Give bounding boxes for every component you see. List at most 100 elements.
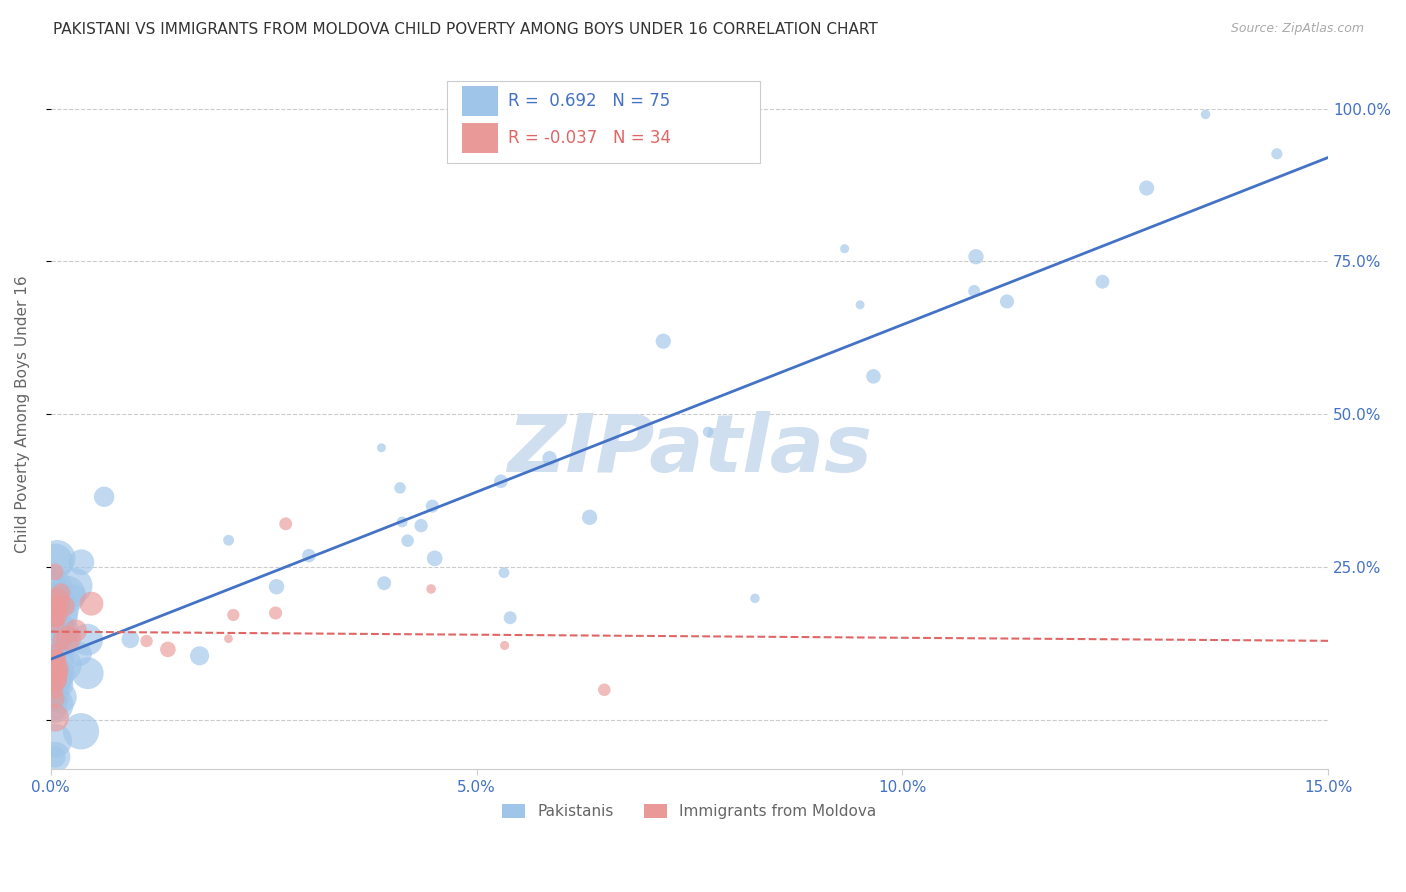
Point (44, 672, 66, 686)
Point (80, 597, 103, 611)
Point (44, 555, 66, 569)
Point (697, 425, 720, 439)
FancyBboxPatch shape (447, 81, 759, 162)
Point (53, 657, 76, 672)
Point (44, 581, 66, 595)
Point (44, 644, 66, 658)
Bar (463, 123, 498, 153)
Point (46, 551, 69, 566)
Point (492, 566, 515, 580)
Point (44, 580, 66, 594)
Point (1091, 275, 1114, 289)
Point (48, 677, 70, 691)
Point (44, 667, 66, 681)
Point (44, 691, 66, 706)
Point (44, 565, 66, 579)
Point (44, 750, 66, 764)
Point (53, 599, 76, 614)
Point (1265, 146, 1288, 161)
Point (135, 634, 157, 648)
Point (44, 634, 66, 648)
Point (411, 518, 433, 533)
Point (45, 635, 67, 649)
Point (44, 662, 66, 676)
Point (44, 655, 66, 669)
Point (69, 647, 91, 661)
Point (63, 578, 86, 592)
Text: Source: ZipAtlas.com: Source: ZipAtlas.com (1230, 22, 1364, 36)
Text: ZIPatlas: ZIPatlas (508, 411, 872, 489)
Point (44, 673, 66, 687)
Point (44, 607, 66, 621)
Point (420, 582, 443, 596)
Point (44, 701, 66, 715)
Text: R =  0.692   N = 75: R = 0.692 N = 75 (508, 92, 671, 110)
Point (49, 586, 72, 600)
Point (63, 589, 86, 603)
Point (49, 602, 72, 616)
Point (44, 691, 66, 706)
Point (45, 667, 67, 681)
Point (420, 499, 443, 513)
Point (45, 680, 67, 694)
Point (44, 670, 66, 684)
Point (1194, 107, 1216, 121)
Point (120, 632, 142, 647)
Point (44, 616, 66, 631)
Point (593, 682, 616, 697)
Point (70, 555, 93, 569)
Point (965, 250, 987, 264)
Text: PAKISTANI VS IMMIGRANTS FROM MOLDOVA CHILD POVERTY AMONG BOYS UNDER 16 CORRELATI: PAKISTANI VS IMMIGRANTS FROM MOLDOVA CHI… (53, 22, 879, 37)
Point (44, 683, 66, 698)
Point (65, 624, 87, 638)
Point (44, 629, 66, 643)
Point (274, 516, 297, 531)
Point (49, 635, 72, 649)
Point (45, 595, 67, 609)
Text: R = -0.037   N = 34: R = -0.037 N = 34 (508, 128, 671, 147)
Point (93, 490, 115, 504)
Point (58, 632, 80, 646)
Point (44, 594, 66, 608)
Point (44, 656, 66, 670)
Point (834, 242, 856, 256)
Point (55, 588, 77, 602)
Point (51, 633, 73, 648)
Point (44, 691, 66, 706)
Point (44, 654, 66, 668)
Point (373, 576, 395, 591)
Point (44, 606, 66, 620)
Point (76, 632, 98, 647)
Point (217, 632, 239, 646)
Point (963, 284, 986, 298)
Point (538, 451, 561, 466)
Point (44, 622, 66, 636)
Point (218, 533, 240, 548)
Point (298, 549, 321, 563)
Point (862, 369, 884, 384)
Point (266, 580, 288, 594)
Point (44, 698, 66, 712)
Point (44, 610, 66, 624)
Point (499, 611, 522, 625)
Point (44, 607, 66, 622)
Point (44, 597, 66, 611)
Point (652, 334, 675, 348)
Y-axis label: Child Poverty Among Boys Under 16: Child Poverty Among Boys Under 16 (15, 276, 30, 553)
Point (389, 481, 412, 495)
Point (44, 670, 66, 684)
Point (423, 551, 446, 566)
Point (489, 475, 512, 489)
Point (156, 642, 179, 657)
Point (494, 639, 516, 653)
Point (396, 533, 419, 548)
Point (995, 294, 1018, 309)
Point (849, 298, 872, 312)
Point (44, 609, 66, 624)
Point (49, 690, 72, 705)
Point (45, 650, 67, 665)
Point (264, 606, 287, 620)
Bar (463, 87, 498, 116)
Point (222, 607, 245, 622)
Point (391, 515, 413, 529)
